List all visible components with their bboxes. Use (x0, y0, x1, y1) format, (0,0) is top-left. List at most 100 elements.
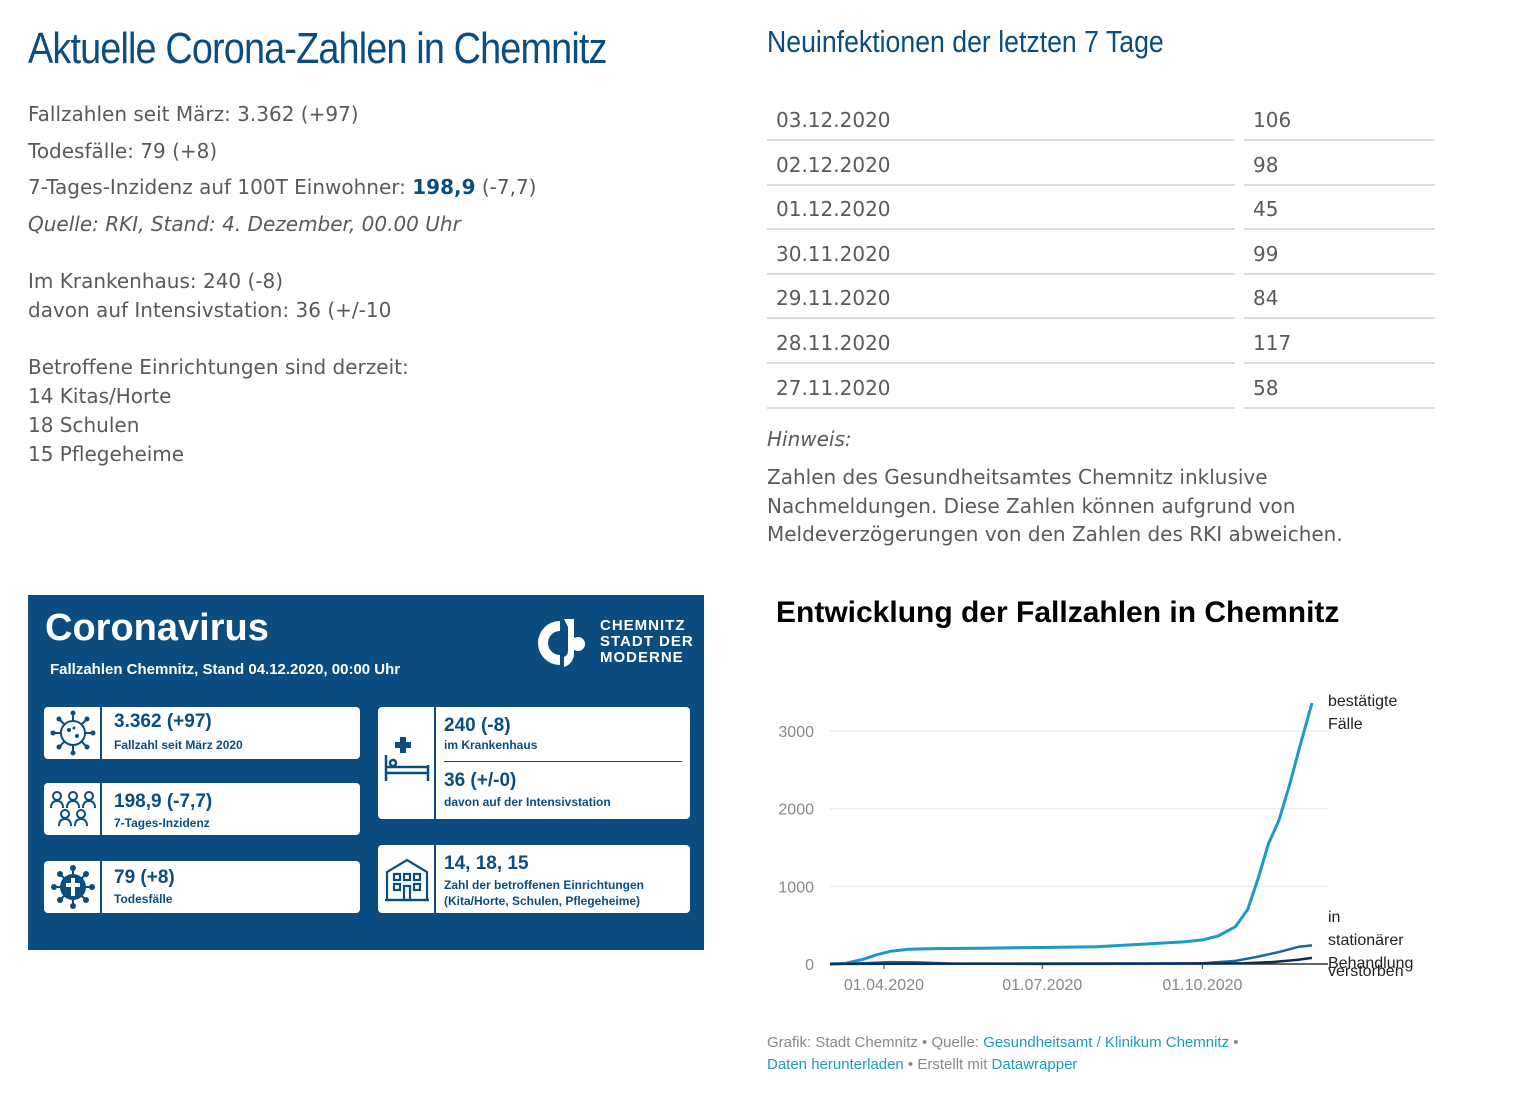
cases-line: Fallzahlen seit März: 3.362 (+97) (28, 102, 359, 126)
series-label: Behandlung (1328, 955, 1413, 972)
facility-item: 14 Kitas/Horte (28, 384, 172, 408)
deaths-card-value: 79 (+8) (114, 867, 175, 888)
card-icon-box (378, 845, 436, 913)
card-icon-box (378, 707, 436, 819)
table-row: 03.12.2020 106 (767, 99, 1435, 144)
y-tick-label: 2000 (778, 802, 814, 819)
logo-text: CHEMNITZ (600, 617, 686, 634)
facilities-card: 14, 18, 15 Zahl der betroffenen Einricht… (378, 845, 690, 913)
table-cell-date: 29.11.2020 (767, 277, 1235, 320)
facility-item: 15 Pflegeheime (28, 442, 185, 466)
infections-table: 03.12.2020 106 02.12.2020 98 01.12.2020 45 … (767, 99, 1435, 411)
coronavirus-info-panel: Coronavirus Fallzahlen Chemnitz, Stand 0… (28, 595, 704, 950)
card-icon-box (44, 707, 102, 759)
hospital-line: Im Krankenhaus: 240 (-8) (28, 269, 284, 293)
chart-title: Entwicklung der Fallzahlen in Chemnitz (776, 596, 1340, 629)
table-cell-value: 98 (1244, 144, 1435, 186)
page-title: Aktuelle Corona-Zahlen in Chemnitz (28, 24, 607, 73)
hospital-card-label: im Krankenhaus (444, 738, 538, 752)
table-cell-date: 27.11.2020 (767, 367, 1235, 409)
deaths-value: 79 (+8) (140, 139, 218, 163)
download-data-link[interactable]: Daten herunterladen (767, 1056, 904, 1073)
table-cell-date: 30.11.2020 (767, 233, 1235, 275)
table-cell-value: 58 (1244, 367, 1435, 409)
series-line (829, 956, 1313, 966)
table-row: 30.11.2020 99 (767, 233, 1435, 278)
facilities-heading: Betroffene Einrichtungen sind derzeit: (28, 355, 409, 379)
logo-text: STADT DER (600, 633, 694, 650)
cases-card: 3.362 (+97) Fallzahl seit März 2020 (44, 707, 360, 759)
facility-item: 18 Schulen (28, 413, 140, 437)
deaths-card-label: Todesfälle (114, 892, 173, 906)
incidence-value: 198,9 (412, 175, 476, 199)
y-tick-label: 0 (805, 957, 814, 974)
table-cell-date: 28.11.2020 (767, 322, 1235, 364)
source-note: Quelle: RKI, Stand: 4. Dezember, 00.00 U… (28, 212, 461, 236)
y-tick-label: 1000 (778, 879, 814, 896)
series-label: stationärer (1328, 932, 1404, 949)
building-icon (385, 858, 429, 902)
panel-title: Coronavirus (45, 607, 269, 649)
series-label: bestätigte (1328, 693, 1397, 710)
cases-card-value: 3.362 (+97) (114, 711, 212, 732)
table-title: Neuinfektionen der letzten 7 Tage (767, 24, 1164, 59)
incidence-card: 198,9 (-7,7) 7-Tages-Inzidenz (44, 783, 360, 835)
facilities-card-sublabel: (Kita/Horte, Schulen, Pflegeheime) (444, 894, 641, 908)
incidence-card-label: 7-Tages-Inzidenz (114, 816, 210, 830)
table-cell-value: 106 (1244, 99, 1435, 141)
datawrapper-link[interactable]: Datawrapper (991, 1056, 1078, 1073)
cases-value: 3.362 (+97) (237, 102, 359, 126)
virus-cross-icon (51, 865, 95, 909)
table-cell-date: 03.12.2020 (767, 99, 1235, 141)
hint-label: Hinweis: (767, 427, 852, 451)
series-label: Fälle (1328, 716, 1363, 733)
incidence-card-value: 198,9 (-7,7) (114, 791, 213, 812)
table-row: 29.11.2020 84 (767, 277, 1435, 322)
card-divider (444, 761, 682, 762)
table-cell-value: 99 (1244, 233, 1435, 275)
chart-footer: Grafik: Stadt Chemnitz • Quelle: Gesundh… (767, 1032, 1367, 1076)
table-cell-value: 117 (1244, 322, 1435, 364)
people-group-icon (50, 791, 96, 827)
incidence-change: (-7,7) (475, 175, 537, 199)
x-tick-label: 01.07.2020 (1002, 977, 1082, 994)
source-link[interactable]: Gesundheitsamt / Klinikum Chemnitz (983, 1034, 1230, 1051)
hospital-bed-icon (384, 737, 430, 781)
virus-icon (50, 710, 96, 756)
incidence-line: 7-Tages-Inzidenz auf 100T Einwohner: 198… (28, 175, 537, 199)
table-row: 27.11.2020 58 (767, 367, 1435, 412)
deaths-label: Todesfälle: (28, 139, 141, 163)
cases-label: Fallzahlen seit März: (28, 102, 238, 126)
hospital-card: 240 (-8) im Krankenhaus 36 (+/-0) davon … (378, 707, 690, 819)
y-tick-label: 3000 (778, 724, 814, 741)
series-line (829, 702, 1314, 966)
card-icon-box (44, 783, 102, 835)
deaths-line: Todesfälle: 79 (+8) (28, 139, 217, 163)
chemnitz-logo-icon (538, 619, 585, 667)
facilities-card-label: Zahl der betroffenen Einrichtungen (444, 878, 645, 892)
logo-text: MODERNE (600, 649, 684, 666)
incidence-label: 7-Tages-Inzidenz auf 100T Einwohner: (28, 175, 413, 199)
table-cell-value: 45 (1244, 188, 1435, 231)
x-tick-label: 01.10.2020 (1162, 977, 1242, 994)
table-row: 01.12.2020 45 (767, 188, 1435, 233)
series-label: in (1328, 909, 1340, 926)
footer-separator: • (1229, 1034, 1239, 1051)
icu-line: davon auf Intensivstation: 36 (+/-10 (28, 298, 392, 322)
cases-card-label: Fallzahl seit März 2020 (114, 738, 243, 752)
footer-credit: Grafik: Stadt Chemnitz • Quelle: (767, 1034, 984, 1051)
hospital-card-value: 240 (-8) (444, 715, 511, 736)
facilities-card-value: 14, 18, 15 (444, 853, 529, 874)
table-cell-value: 84 (1244, 277, 1435, 320)
hint-text: Zahlen des Gesundheitsamtes Chemnitz ink… (767, 465, 1343, 547)
table-cell-date: 01.12.2020 (767, 188, 1235, 231)
footer-made-with: • Erstellt mit (903, 1056, 992, 1073)
deaths-card: 79 (+8) Todesfälle (44, 861, 360, 913)
cases-line-chart: 0 1000 2000 3000 01.04.2020 01.07.2020 01.10.2… (778, 693, 1413, 994)
series-label: verstorben (1328, 963, 1404, 980)
table-row: 28.11.2020 117 (767, 322, 1435, 367)
panel-subtitle: Fallzahlen Chemnitz, Stand 04.12.2020, 0… (50, 661, 401, 678)
icu-card-value: 36 (+/-0) (444, 770, 517, 791)
table-cell-date: 02.12.2020 (767, 144, 1235, 186)
x-tick-label: 01.04.2020 (844, 977, 924, 994)
